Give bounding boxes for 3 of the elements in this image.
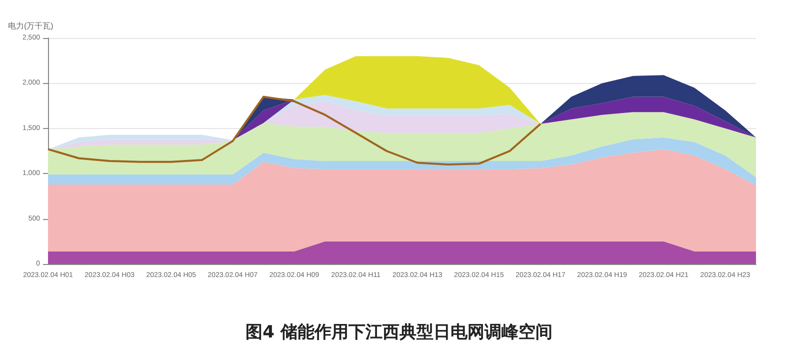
text: 图4 储能作用下江西典型日电网调峰空间 [246, 322, 552, 342]
y-axis-title: 电力(万千瓦) [8, 22, 54, 30]
line-series [47, 96, 542, 166]
